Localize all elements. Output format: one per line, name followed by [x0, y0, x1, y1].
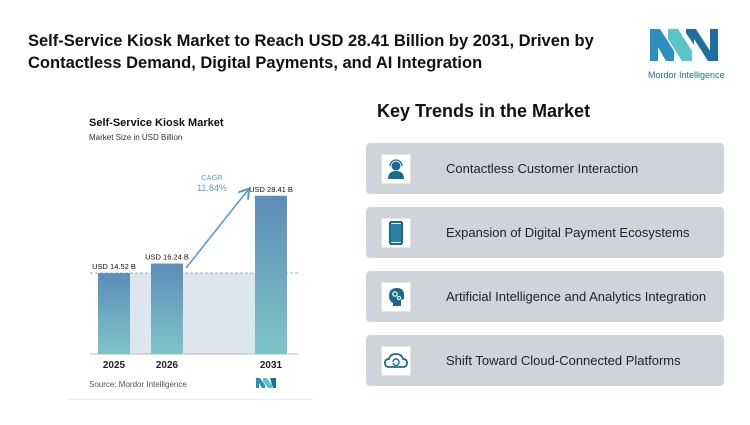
trend-label: Expansion of Digital Payment Ecosystems	[446, 225, 690, 240]
trends-title: Key Trends in the Market	[377, 101, 591, 121]
cagr-value: 11.84%	[197, 183, 227, 193]
logo-text: Mordor Intelligence	[648, 70, 725, 80]
trend-card-contactless: Contactless Customer Interaction	[366, 143, 724, 194]
customer-support-icon	[381, 153, 411, 184]
bar-2026	[151, 263, 183, 354]
x-tick-label: 2025	[103, 360, 126, 371]
data-label: USD 16.24 B	[145, 253, 189, 262]
cloud-sync-icon	[381, 345, 411, 376]
x-tick-label: 2031	[260, 360, 283, 371]
chart-subtitle: Market Size in USD Billion	[89, 133, 183, 142]
shaded-area	[130, 273, 255, 354]
trend-label: Shift Toward Cloud-Connected Platforms	[446, 353, 681, 368]
cagr-label: CAGR	[201, 173, 223, 182]
trend-card-cloud: Shift Toward Cloud-Connected Platforms	[366, 335, 724, 386]
chart-title: Self-Service Kiosk Market	[89, 117, 224, 129]
data-label: USD 14.52 B	[92, 262, 136, 271]
chart-card	[68, 105, 313, 400]
bar-2025	[98, 273, 130, 354]
trend-card-ai: Artificial Intelligence and Analytics In…	[366, 271, 724, 322]
logo-mark-icon	[650, 29, 718, 61]
bar-2031	[255, 195, 287, 354]
chart-source: Source: Mordor Intelligence	[89, 380, 187, 389]
mordor-logo: Mordor Intelligence	[648, 25, 725, 80]
trend-label: Artificial Intelligence and Analytics In…	[446, 289, 707, 304]
trend-card-digital-payments: Expansion of Digital Payment Ecosystems	[366, 207, 724, 258]
cagr-arrow	[185, 190, 248, 269]
x-tick-label: 2026	[156, 360, 179, 371]
ai-head-gears-icon	[381, 281, 411, 312]
page-title: Self-Service Kiosk Market to Reach USD 2…	[28, 32, 594, 72]
data-label: USD 28.41 B	[249, 185, 293, 194]
trend-label: Contactless Customer Interaction	[446, 161, 639, 176]
smartphone-icon	[381, 217, 411, 248]
mini-logo-icon	[256, 378, 276, 388]
